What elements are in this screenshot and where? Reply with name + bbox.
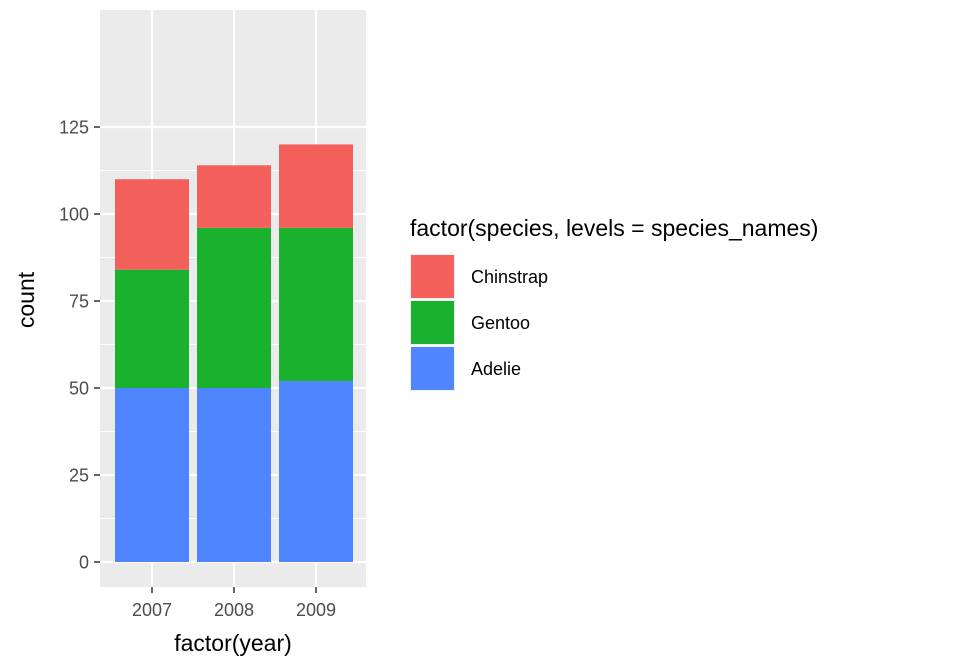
legend: factor(species, levels = species_names) … [410,215,818,391]
legend-label-adelie: Adelie [471,359,521,379]
x-axis: 2007 2008 2009 [132,587,336,620]
bar-adelie-2009 [279,381,353,562]
legend-key-chinstrap [411,255,454,298]
bar-chinstrap-2009 [279,144,353,228]
bar-gentoo-2007 [115,269,189,388]
x-tick-label: 2008 [214,600,254,620]
legend-key-gentoo [411,301,454,344]
bars [115,144,353,562]
y-axis-title: count [13,271,39,328]
x-axis-title: factor(year) [174,630,292,656]
y-tick-label: 100 [59,205,89,225]
y-tick-label: 0 [79,553,89,573]
x-tick-label: 2009 [296,600,336,620]
y-tick-label: 25 [69,466,89,486]
bar-adelie-2008 [197,388,271,562]
y-axis: 0 25 50 75 100 125 [59,118,100,573]
legend-title: factor(species, levels = species_names) [410,215,818,241]
bar-chinstrap-2008 [197,165,271,228]
bar-chinstrap-2007 [115,179,189,270]
y-tick-label: 75 [69,292,89,312]
legend-label-chinstrap: Chinstrap [471,267,548,287]
x-tick-label: 2007 [132,600,172,620]
y-tick-label: 125 [59,118,89,138]
legend-key-adelie [411,347,454,390]
legend-label-gentoo: Gentoo [471,313,530,333]
bar-adelie-2007 [115,388,189,562]
y-tick-label: 50 [69,379,89,399]
bar-gentoo-2008 [197,227,271,388]
bar-gentoo-2009 [279,227,353,382]
